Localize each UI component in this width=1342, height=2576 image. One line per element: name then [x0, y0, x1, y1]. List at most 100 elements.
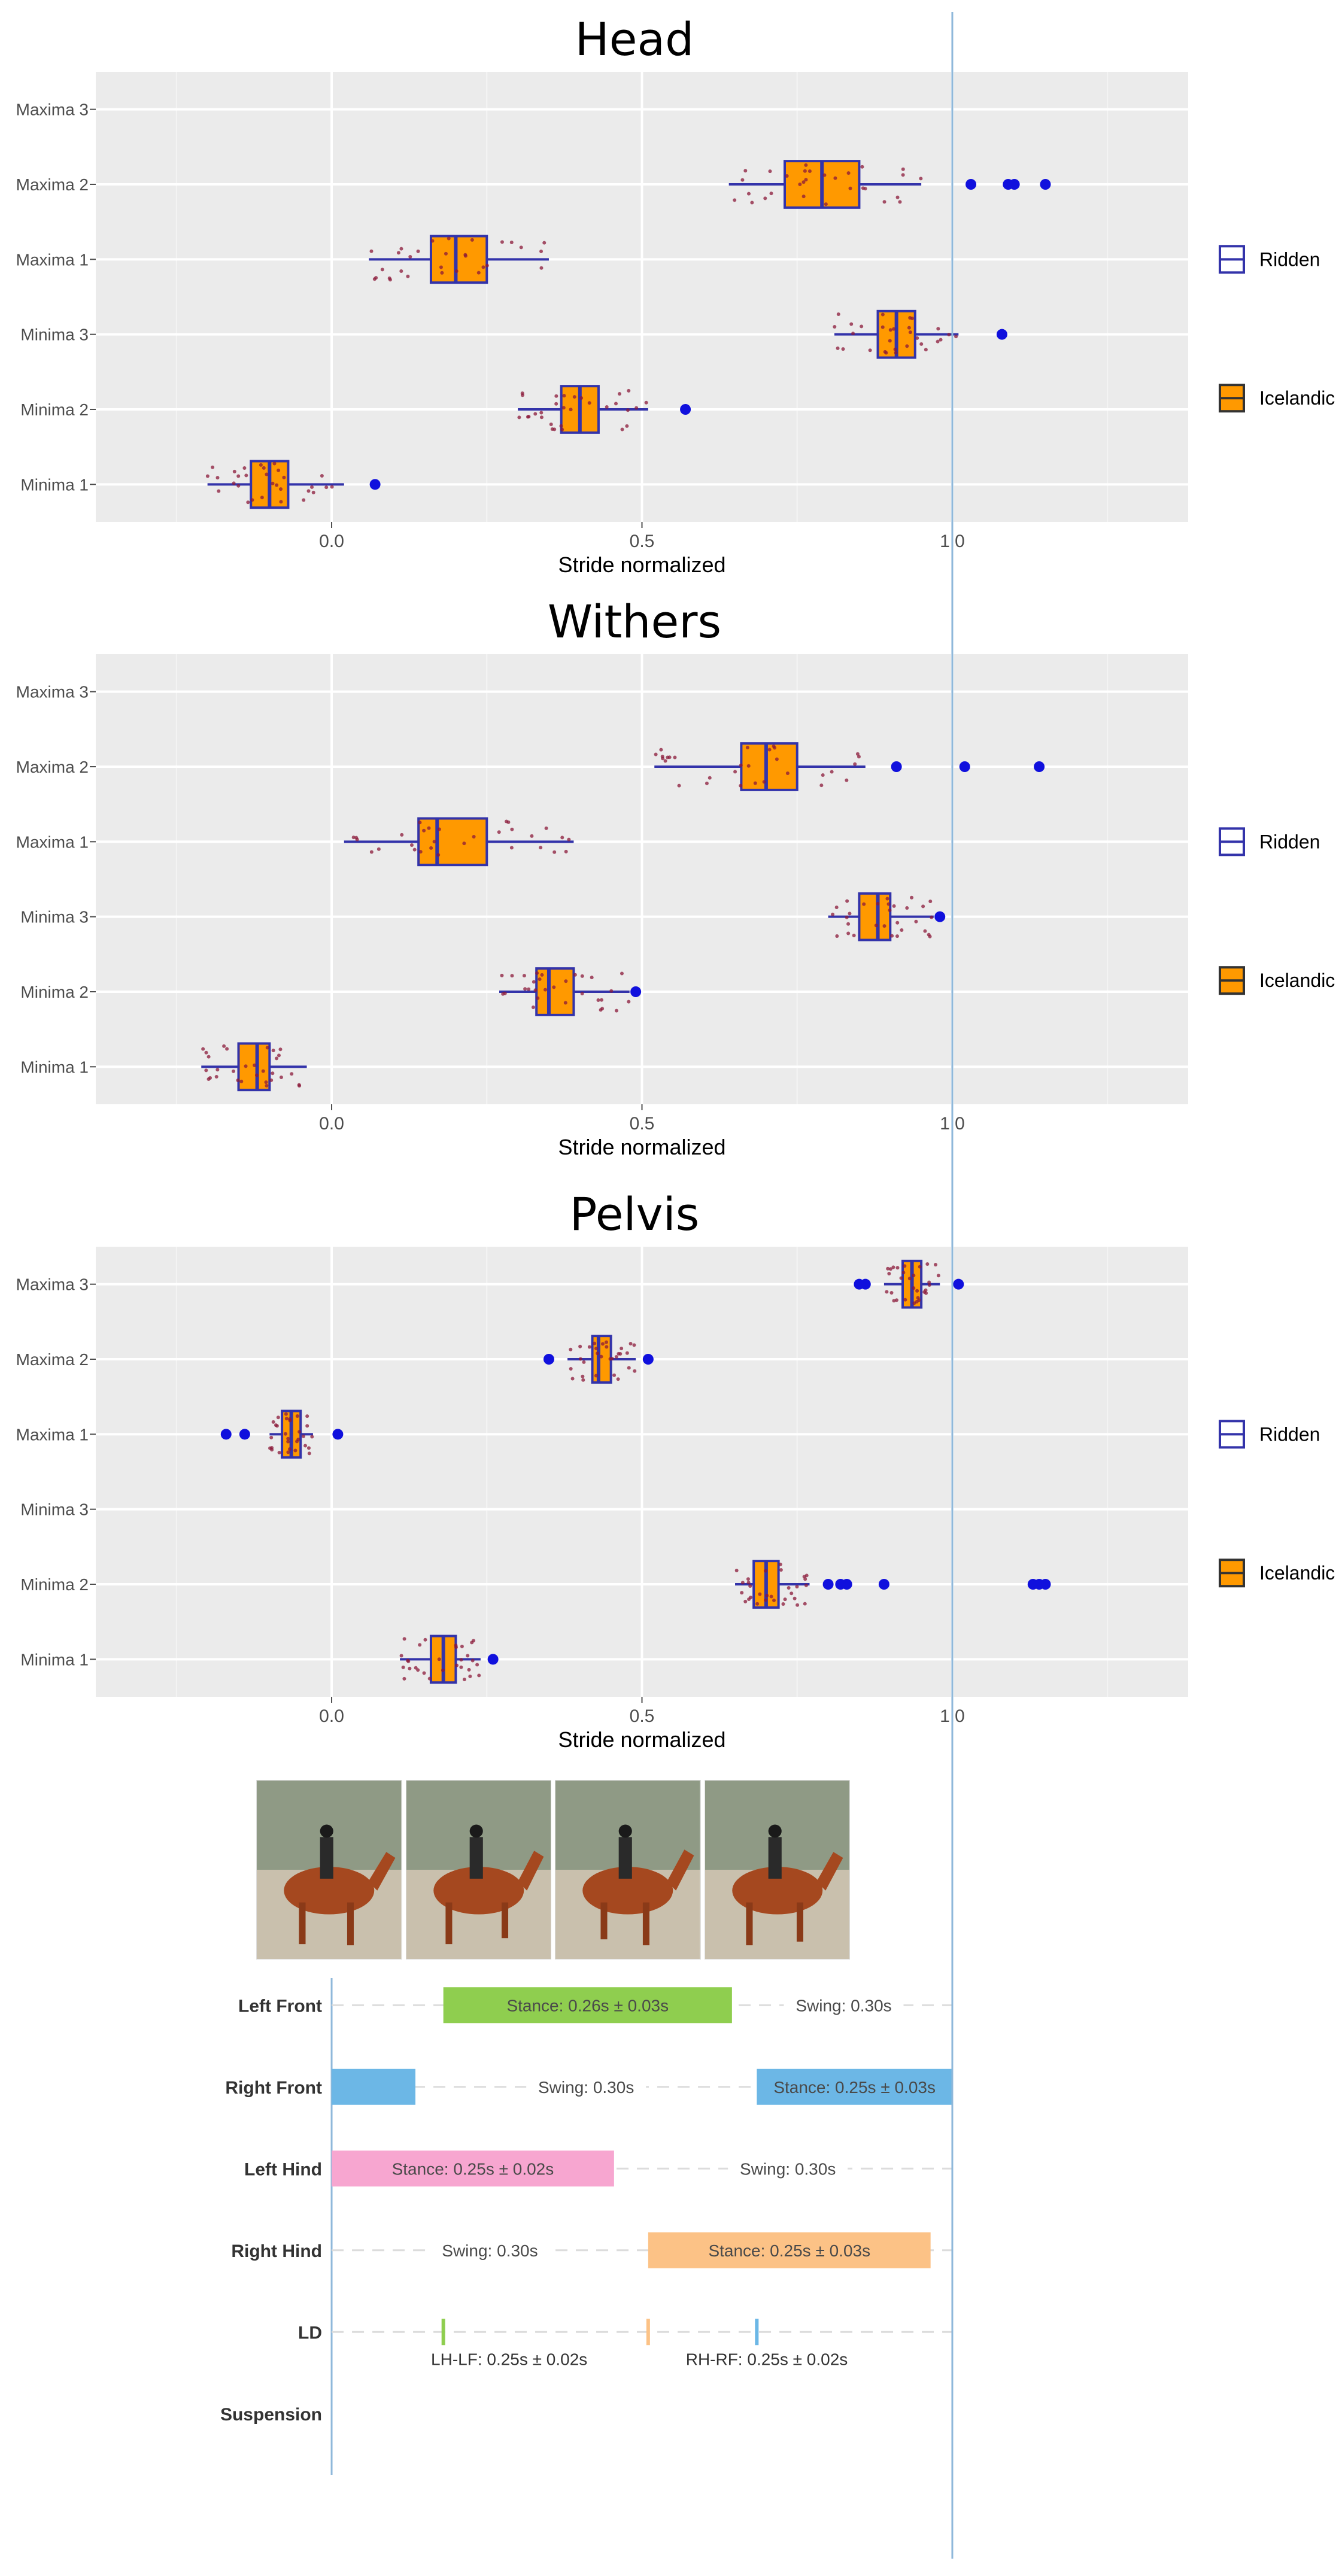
- jitter-point: [927, 1280, 931, 1284]
- jitter-point: [307, 1451, 311, 1456]
- jitter-point: [892, 904, 896, 908]
- jitter-point: [625, 424, 629, 428]
- outlier-point: [239, 1429, 250, 1440]
- legend-label-icelandic: Icelandic: [1259, 387, 1335, 409]
- outlier-point: [332, 1429, 344, 1440]
- jitter-point: [915, 336, 919, 340]
- jitter-point: [552, 850, 557, 854]
- jitter-point: [269, 1435, 274, 1439]
- outlier-point: [1040, 179, 1051, 190]
- ld-marker: [755, 2319, 759, 2346]
- jitter-point: [599, 998, 603, 1002]
- jitter-point: [924, 348, 928, 352]
- jitter-point: [536, 996, 540, 1000]
- jitter-point: [848, 186, 852, 190]
- jitter-point: [625, 1351, 629, 1355]
- jitter-point: [306, 1446, 311, 1450]
- jitter-point: [540, 973, 544, 977]
- jitter-point: [217, 489, 221, 493]
- jitter-point: [418, 1643, 422, 1647]
- jitter-point: [454, 269, 459, 273]
- stance-label: Stance: 0.25s ± 0.02s: [392, 2159, 554, 2178]
- jitter-point: [297, 1083, 301, 1087]
- stance-label: Stance: 0.25s ± 0.03s: [773, 2078, 936, 2097]
- jitter-point: [868, 348, 872, 353]
- jitter-point: [763, 196, 767, 201]
- outlier-point: [220, 1429, 232, 1440]
- jitter-point: [544, 988, 548, 992]
- jitter-point: [531, 1006, 535, 1010]
- jitter-point: [472, 1639, 476, 1643]
- jitter-point: [275, 483, 279, 487]
- jitter-point: [914, 919, 918, 924]
- jitter-point: [755, 1602, 760, 1606]
- jitter-point: [763, 1569, 767, 1573]
- jitter-point: [921, 904, 925, 909]
- jitter-point: [895, 1266, 900, 1270]
- jitter-point: [572, 395, 576, 399]
- x-tick-label: 0.5: [630, 531, 655, 551]
- jitter-point: [279, 500, 283, 504]
- jitter-point: [527, 415, 531, 419]
- jitter-point: [305, 1414, 309, 1418]
- jitter-point: [785, 174, 789, 178]
- y-tick-label: Minima 3: [20, 326, 89, 344]
- jitter-point: [402, 1676, 406, 1681]
- horse-photo-3: [555, 1780, 701, 1960]
- jitter-point: [778, 1562, 782, 1566]
- jitter-point: [416, 1668, 420, 1672]
- jitter-point: [554, 394, 558, 398]
- jitter-point: [286, 1439, 290, 1444]
- x-tick-label: 0.0: [319, 531, 344, 551]
- jitter-point: [286, 1436, 290, 1441]
- jitter-point: [659, 748, 663, 752]
- jitter-point: [740, 1581, 745, 1585]
- jitter-point: [509, 241, 514, 245]
- jitter-point: [207, 1055, 211, 1059]
- jitter-point: [462, 842, 466, 846]
- outlier-point: [1034, 761, 1045, 772]
- jitter-point: [594, 1346, 598, 1350]
- jitter-point: [620, 971, 624, 976]
- jitter-point: [618, 392, 622, 396]
- jitter-point: [400, 833, 404, 837]
- jitter-point: [833, 176, 837, 180]
- jitter-point: [578, 1344, 582, 1348]
- chart-title: Pelvis: [570, 1187, 700, 1241]
- jitter-point: [377, 847, 381, 851]
- jitter-point: [549, 423, 553, 427]
- jitter-point: [259, 463, 263, 467]
- jitter-point: [663, 759, 667, 763]
- jitter-point: [901, 167, 905, 171]
- jitter-point: [767, 748, 772, 752]
- outlier-point: [487, 1654, 499, 1665]
- jitter-point: [841, 347, 845, 351]
- jitter-point: [769, 192, 773, 196]
- y-tick-label: Maxima 1: [16, 250, 89, 269]
- jitter-point: [539, 411, 544, 415]
- jitter-point: [876, 901, 880, 906]
- jitter-point: [533, 412, 538, 416]
- jitter-point: [783, 1597, 787, 1602]
- jitter-point: [587, 1345, 591, 1349]
- jitter-point: [781, 1602, 785, 1606]
- jitter-point: [232, 469, 236, 473]
- jitter-point: [798, 183, 802, 187]
- jitter-point: [605, 1340, 609, 1344]
- jitter-point: [506, 820, 511, 824]
- jitter-point: [272, 461, 277, 466]
- y-tick-label: Maxima 2: [16, 758, 89, 776]
- gait-row-label: Left Front: [238, 1996, 322, 2016]
- jitter-point: [804, 1583, 808, 1587]
- jitter-point: [477, 1673, 481, 1678]
- jitter-point: [928, 899, 933, 903]
- ld-label: LH-LF: 0.25s ± 0.02s: [431, 2350, 587, 2368]
- jitter-point: [265, 1046, 269, 1050]
- jitter-point: [538, 977, 542, 982]
- jitter-point: [824, 202, 828, 206]
- horse-photo-strip: [256, 1780, 850, 1960]
- jitter-point: [891, 1265, 895, 1269]
- jitter-point: [408, 255, 412, 259]
- jitter-point: [274, 1423, 278, 1427]
